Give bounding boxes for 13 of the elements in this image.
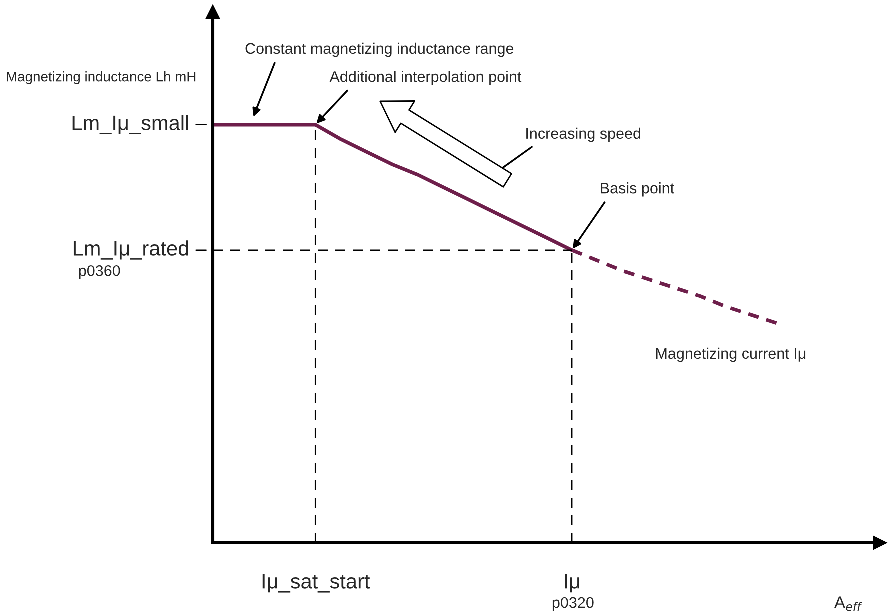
annotation: Additional interpolation point [330,71,522,86]
annotation: Basis point [601,182,674,197]
annotation: Magnetizing current Iμ [656,348,806,362]
ref-line-label: Lm_Iμ_small [72,115,188,134]
text: p0320 [552,597,594,612]
text: p0360 [79,265,120,280]
annotation: Increasing speed [526,128,641,142]
y-axis-title: Magnetizing inductance Lh mH [7,72,196,84]
x-tick-label: Iμ_sat_start [262,574,370,593]
text: Constant magnetizing inductance range [246,42,514,58]
x-axis-title: A$_{eff}$ [834,596,863,612]
x-tick-label: Iμ [565,574,580,593]
ref-line-label: Lm_Iμ_rated [74,240,188,260]
